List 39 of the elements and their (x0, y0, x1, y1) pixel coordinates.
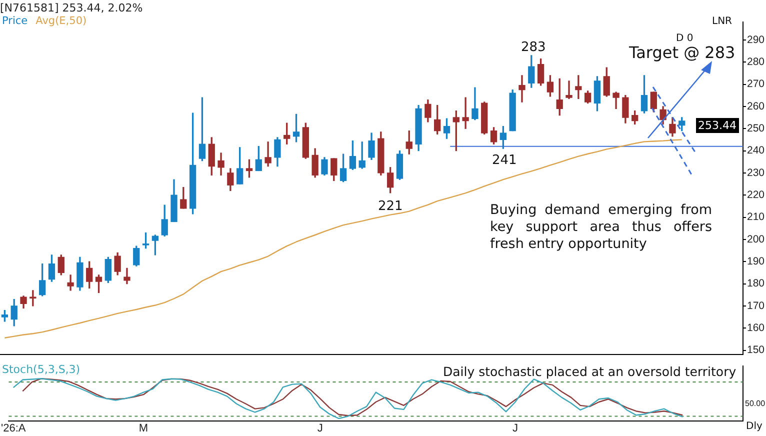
text: Price (2, 15, 28, 27)
y-tick-label: 170 (747, 300, 765, 312)
y-tick-label: 220 (747, 188, 765, 201)
x-tick-label: M (138, 422, 148, 434)
y-tick-label: 290 (747, 34, 765, 46)
annotation: 241 (492, 153, 517, 168)
x-tick-label: '26:A (0, 422, 26, 434)
y-tick-label: 250 (747, 122, 765, 134)
candlestick (566, 80, 572, 100)
y-tick-label: 200 (747, 233, 765, 246)
annotation: 221 (378, 199, 403, 214)
y-tick-label: 160 (747, 322, 765, 334)
chart-title: [N761581] 253.44, 2.02% (0, 1, 143, 14)
x-tick-label: J (512, 422, 518, 434)
text: Dly (746, 421, 762, 432)
y-tick-label: 190 (747, 255, 765, 268)
annotation: LNR (712, 16, 732, 27)
y-tick-label: 180 (747, 278, 765, 290)
annotation: 253.44 (696, 118, 738, 133)
x-tick-label: J (317, 422, 323, 434)
annotation: Buying demand emerging from key support area thus offers fresh entry opportunity (490, 202, 712, 253)
text: Avg(E,50) (36, 15, 87, 27)
chart-title: Stoch(5,3,S,3) (2, 363, 80, 376)
y-tick-label: 260 (747, 100, 765, 112)
text: 50.00 (745, 399, 766, 408)
candlestick (124, 268, 130, 284)
annotation: D 0 (676, 33, 694, 44)
y-tick-label: 240 (747, 144, 765, 157)
annotation: Daily stochastic placed at an oversold territory (443, 364, 736, 379)
y-tick-label: 210 (747, 211, 765, 224)
y-tick-label: 150 (747, 344, 765, 356)
y-tick-label: 230 (747, 166, 765, 179)
annotation: 283 (521, 40, 546, 55)
candlestick (67, 274, 74, 291)
y-tick-label: 280 (747, 56, 765, 68)
annotation: Target @ 283 (629, 43, 736, 62)
candlestick (462, 97, 469, 129)
candlestick (518, 75, 526, 102)
y-tick-label: 270 (747, 78, 765, 90)
